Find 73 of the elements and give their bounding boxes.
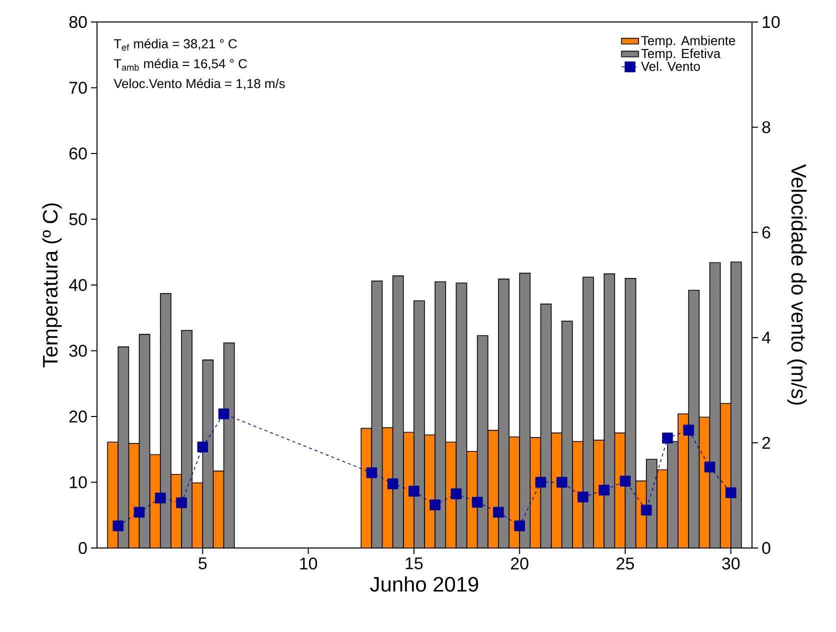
y2-tick-label: 6 xyxy=(762,226,770,238)
bar xyxy=(392,276,404,548)
x-tick-label: 15 xyxy=(406,558,423,570)
annotation: T$_{ef}$ média = 38,21 ° C xyxy=(114,38,237,51)
bar xyxy=(372,281,382,548)
point xyxy=(535,476,546,488)
point xyxy=(704,462,716,472)
point xyxy=(683,424,694,436)
point xyxy=(154,492,166,504)
bar xyxy=(456,283,467,548)
bar xyxy=(138,334,150,548)
x-axis-title: Junho 2019 xyxy=(370,576,478,592)
bar xyxy=(361,428,372,548)
x-tick-label: 20 xyxy=(511,558,528,570)
point xyxy=(430,499,440,510)
point xyxy=(218,408,230,420)
point xyxy=(514,520,525,532)
y-tick-label: 0 xyxy=(78,542,87,554)
y2-tick-label: 10 xyxy=(762,16,780,28)
y2-tick-label: 2 xyxy=(762,436,770,449)
point xyxy=(472,496,483,508)
y-tick-label: 80 xyxy=(69,16,87,28)
x-tick-label: 30 xyxy=(722,558,740,570)
y2-tick-label: 4 xyxy=(762,332,770,344)
bar xyxy=(710,262,720,548)
point xyxy=(725,487,736,498)
legend-label: Vel. Vento xyxy=(640,61,700,71)
y-tick-label: 70 xyxy=(70,82,87,94)
x-tick-label: 5 xyxy=(198,558,207,570)
y-tick-label: 50 xyxy=(69,213,87,226)
point xyxy=(556,476,568,488)
y-tick-label: 40 xyxy=(69,279,87,292)
y-tick-label: 60 xyxy=(70,148,87,160)
annotation: T$_{amb}$ média = 16,54 ° C xyxy=(114,58,247,71)
x-tick-label: 10 xyxy=(300,558,318,570)
bar xyxy=(720,402,732,548)
bar xyxy=(625,278,636,548)
point xyxy=(408,486,420,497)
legend-label: Temp. Efetiva xyxy=(641,48,721,61)
x-tick-label: 25 xyxy=(616,558,634,570)
point xyxy=(112,520,124,532)
point xyxy=(450,488,462,500)
bar xyxy=(382,428,393,548)
point xyxy=(366,467,378,478)
bar xyxy=(223,342,235,548)
y2-axis-title: Velocidade do vento (m/s) xyxy=(787,164,807,405)
point xyxy=(640,504,652,516)
bar xyxy=(699,417,710,548)
bar xyxy=(202,360,214,548)
bar xyxy=(604,274,615,548)
y-tick-label: 10 xyxy=(70,476,87,488)
y-axis-title: Temperatura (º C) xyxy=(42,203,62,368)
bar xyxy=(477,336,488,548)
point xyxy=(387,478,398,490)
point xyxy=(176,497,187,508)
bar xyxy=(688,290,700,548)
point xyxy=(197,442,208,452)
annotation: Veloc.Vento Média = 1,18 m/s xyxy=(114,78,285,90)
point xyxy=(662,432,673,444)
y2-tick-label: 0 xyxy=(762,542,770,554)
bar xyxy=(212,470,224,548)
bar xyxy=(540,304,552,548)
y-tick-label: 20 xyxy=(70,410,87,423)
legend-label: Temp. Ambiente xyxy=(641,36,736,48)
bar xyxy=(118,346,130,548)
point xyxy=(578,492,588,502)
y2-tick-label: 8 xyxy=(762,121,770,134)
bar xyxy=(562,321,572,548)
point xyxy=(134,506,145,518)
point xyxy=(493,506,504,518)
point xyxy=(598,484,610,496)
point xyxy=(620,476,631,487)
y-tick-label: 30 xyxy=(69,344,87,357)
